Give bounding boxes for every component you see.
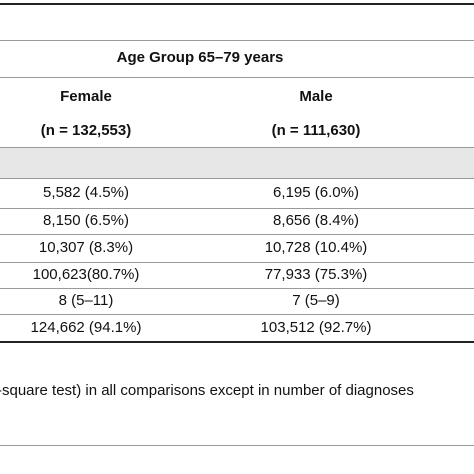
table-cell-male: 77,933 (75.3%) bbox=[264, 266, 368, 283]
female-sample-size: (n = 132,553) bbox=[40, 122, 132, 139]
row-rule bbox=[0, 234, 474, 235]
category-band bbox=[0, 148, 474, 178]
age-group-rule bbox=[0, 77, 474, 78]
header-bottom-rule bbox=[0, 147, 474, 148]
table-cell-male: 8,656 (8.4%) bbox=[273, 212, 359, 229]
table-cell-male: 103,512 (92.7%) bbox=[260, 319, 372, 336]
table-top-rule bbox=[0, 3, 474, 5]
table-cell-male: 6,195 (6.0%) bbox=[273, 184, 359, 201]
table-cell-male: 10,728 (10.4%) bbox=[264, 239, 368, 256]
row-rule bbox=[0, 208, 474, 209]
row-rule bbox=[0, 314, 474, 315]
age-group-heading: Age Group 65–79 years bbox=[116, 49, 284, 66]
table-footnote: -square test) in all comparisons except … bbox=[0, 382, 414, 399]
row-rule bbox=[0, 262, 474, 263]
male-sample-size: (n = 111,630) bbox=[271, 122, 361, 139]
row-rule bbox=[0, 178, 474, 179]
table-cell-female: 100,623(80.7%) bbox=[32, 266, 140, 283]
table-cell-female: 124,662 (94.1%) bbox=[30, 319, 142, 336]
table-cell-female: 8,150 (6.5%) bbox=[43, 212, 129, 229]
table-header-rule bbox=[0, 40, 474, 41]
female-column-heading: Female bbox=[60, 88, 112, 105]
table-bottom-rule bbox=[0, 341, 474, 343]
table-cell-female: 10,307 (8.3%) bbox=[38, 239, 134, 256]
table-cell-female: 5,582 (4.5%) bbox=[43, 184, 129, 201]
footnote-rule bbox=[0, 445, 474, 446]
table-cell-female: 8 (5–11) bbox=[58, 292, 114, 309]
row-rule bbox=[0, 288, 474, 289]
table-cell-male: 7 (5–9) bbox=[292, 292, 340, 309]
male-column-heading: Male bbox=[299, 88, 333, 105]
